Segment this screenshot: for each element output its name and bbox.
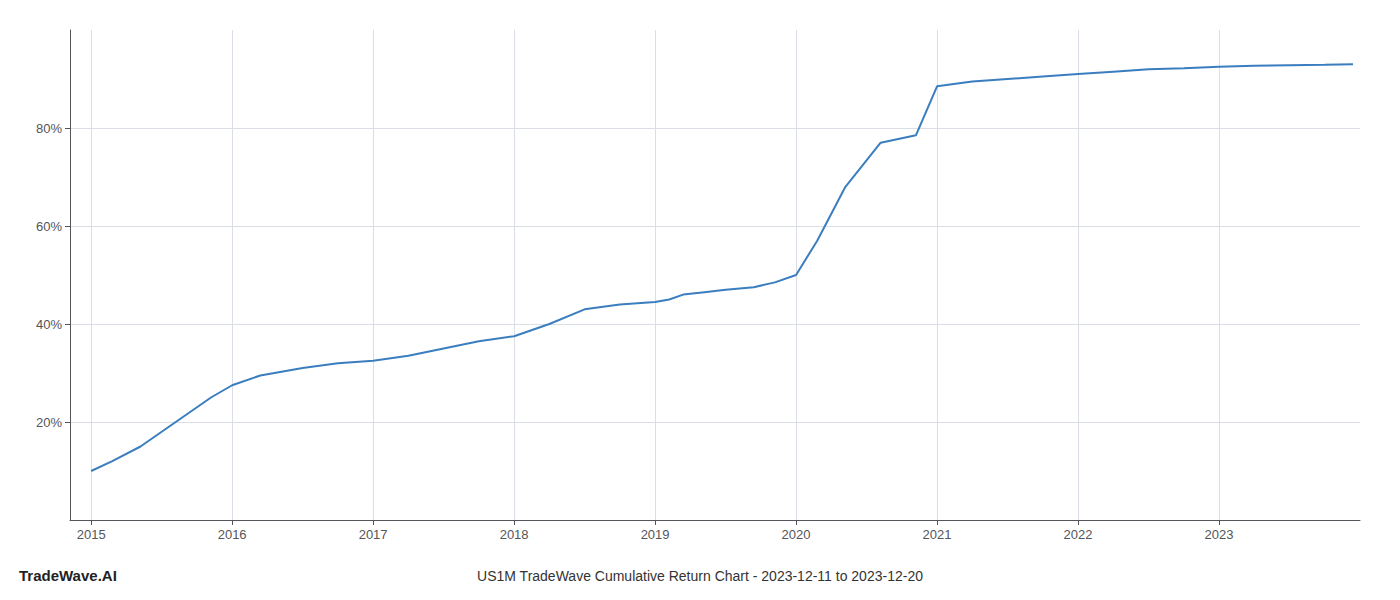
svg-text:2022: 2022 <box>1064 527 1093 542</box>
svg-text:2016: 2016 <box>218 527 247 542</box>
svg-text:2019: 2019 <box>641 527 670 542</box>
svg-text:20%: 20% <box>36 415 62 430</box>
svg-text:TradeWave.AI: TradeWave.AI <box>19 567 117 584</box>
svg-text:2020: 2020 <box>782 527 811 542</box>
svg-text:2021: 2021 <box>923 527 952 542</box>
svg-text:40%: 40% <box>36 317 62 332</box>
svg-text:80%: 80% <box>36 121 62 136</box>
svg-text:2018: 2018 <box>500 527 529 542</box>
svg-text:2017: 2017 <box>359 527 388 542</box>
svg-text:US1M TradeWave Cumulative Retu: US1M TradeWave Cumulative Return Chart -… <box>477 568 923 584</box>
svg-text:60%: 60% <box>36 219 62 234</box>
svg-text:2015: 2015 <box>77 527 106 542</box>
svg-text:2023: 2023 <box>1205 527 1234 542</box>
